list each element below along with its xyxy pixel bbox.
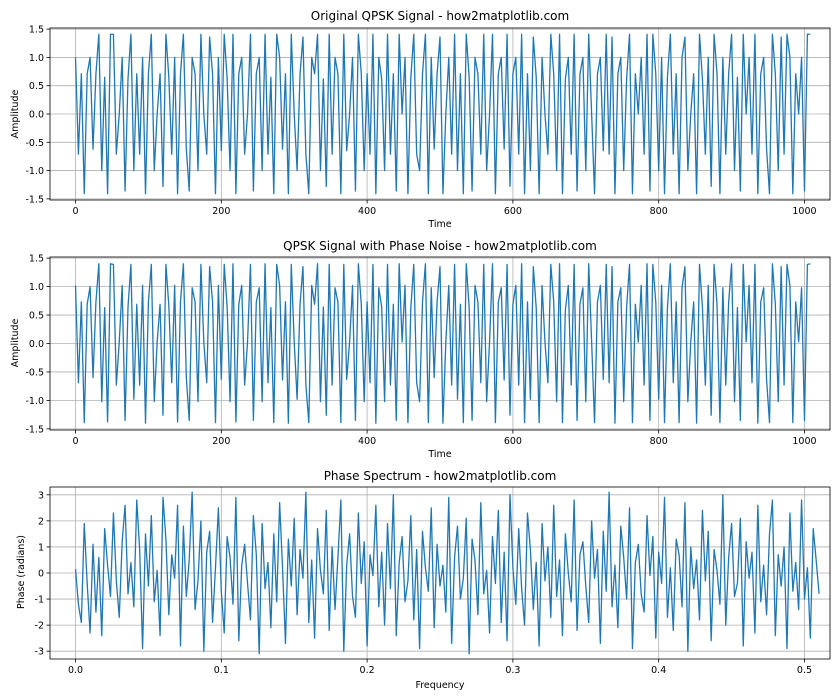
- x-tick-label: 0.0: [68, 665, 83, 676]
- subplot-title: Phase Spectrum - how2matplotlib.com: [324, 469, 557, 483]
- y-tick-label: -1.0: [25, 396, 44, 407]
- x-tick-label: 400: [358, 436, 376, 447]
- x-tick-label: 0.5: [797, 665, 812, 676]
- x-axis-label: Frequency: [415, 680, 464, 691]
- y-tick-label: -1: [35, 595, 44, 606]
- y-tick-label: 0: [38, 569, 44, 580]
- y-tick-label: -1.5: [25, 194, 44, 205]
- subplot-title: Original QPSK Signal - how2matplotlib.co…: [311, 9, 569, 23]
- y-ticks: -1.5 -1.0 -0.5 0.0 0.5 1.0 1.5: [25, 254, 50, 435]
- x-ticks: 0 200 400 600 800 1000: [72, 430, 817, 447]
- x-tick-label: 400: [358, 206, 376, 217]
- x-tick-label: 800: [650, 206, 668, 217]
- x-tick-label: 0.1: [214, 665, 229, 676]
- y-tick-label: 2: [38, 516, 44, 527]
- x-axis-label: Time: [427, 219, 451, 230]
- y-tick-label: -3: [35, 647, 44, 658]
- y-axis-label: Amplitude: [10, 319, 21, 368]
- y-tick-label: 1.0: [29, 53, 44, 64]
- y-axis-label: Amplitude: [10, 90, 21, 139]
- subplot-phase-spectrum: Phase Spectrum - how2matplotlib.com 0.0 0…: [16, 469, 831, 691]
- x-tick-label: 1000: [792, 206, 816, 217]
- y-tick-label: -0.5: [25, 367, 44, 378]
- y-tick-label: 3: [38, 490, 44, 501]
- subplot-qpsk-phase-noise: QPSK Signal with Phase Noise - how2matpl…: [10, 239, 831, 460]
- x-tick-label: 600: [504, 436, 522, 447]
- subplot-title: QPSK Signal with Phase Noise - how2matpl…: [283, 239, 597, 253]
- y-tick-label: -0.5: [25, 138, 44, 149]
- x-tick-label: 0: [72, 206, 78, 217]
- y-tick-label: 1.5: [29, 25, 44, 36]
- series: [74, 491, 820, 655]
- y-tick-label: 1.5: [29, 254, 44, 265]
- series: [74, 33, 811, 195]
- x-tick-label: 1000: [792, 436, 816, 447]
- y-tick-label: 0.5: [29, 311, 44, 322]
- y-tick-label: 1.0: [29, 282, 44, 293]
- series-line: [74, 33, 811, 195]
- x-ticks: 0.0 0.1 0.2 0.3 0.4 0.5: [68, 659, 812, 676]
- y-ticks: -1.5 -1.0 -0.5 0.0 0.5 1.0 1.5: [25, 25, 50, 205]
- subplot-original-qpsk: Original QPSK Signal - how2matplotlib.co…: [10, 9, 831, 230]
- x-tick-label: 200: [212, 436, 230, 447]
- y-tick-label: 0.0: [29, 110, 44, 121]
- x-tick-label: 600: [504, 206, 522, 217]
- series-line: [74, 263, 811, 424]
- y-tick-label: -1.5: [25, 424, 44, 435]
- series-line: [74, 491, 820, 655]
- x-tick-label: 800: [650, 436, 668, 447]
- series: [74, 263, 811, 424]
- y-ticks: -3 -2 -1 0 1 2 3: [35, 490, 50, 658]
- x-ticks: 0 200 400 600 800 1000: [72, 200, 817, 217]
- x-tick-label: 200: [212, 206, 230, 217]
- y-tick-label: 1: [38, 542, 44, 553]
- x-tick-label: 0.4: [651, 665, 666, 676]
- y-axis-label: Phase (radians): [16, 535, 27, 609]
- y-tick-label: -2: [35, 621, 44, 632]
- x-tick-label: 0.3: [505, 665, 520, 676]
- y-tick-label: 0.5: [29, 81, 44, 92]
- y-tick-label: 0.0: [29, 339, 44, 350]
- x-axis-label: Time: [427, 449, 451, 460]
- y-tick-label: -1.0: [25, 166, 44, 177]
- x-tick-label: 0: [72, 436, 78, 447]
- x-tick-label: 0.2: [360, 665, 375, 676]
